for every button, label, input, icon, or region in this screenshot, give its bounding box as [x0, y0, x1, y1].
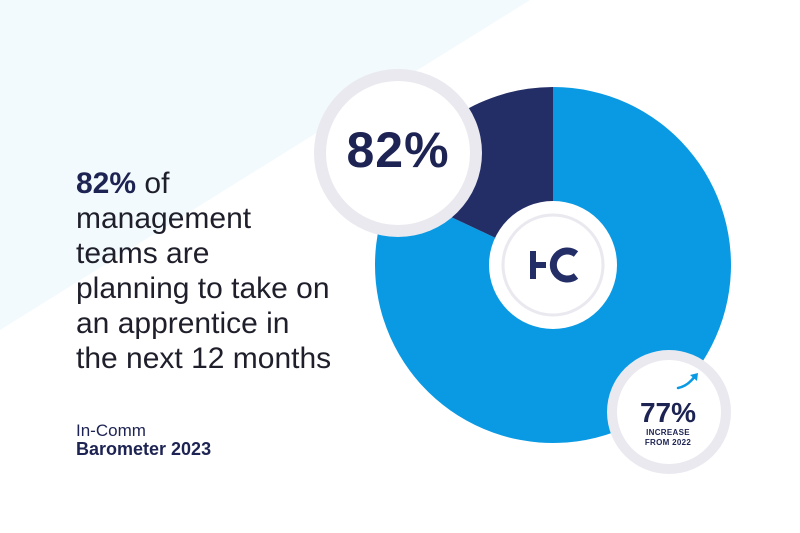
increase-value: 77% — [639, 397, 697, 428]
headline-line-1: of — [144, 167, 170, 200]
brand-signature: In-Comm Barometer 2023 — [76, 421, 212, 459]
headline: 82% of management teams are planning to … — [76, 166, 376, 376]
percent-bubble — [326, 81, 470, 225]
headline-percent: 82% — [76, 167, 137, 200]
trend-up-arrow-icon — [676, 373, 698, 390]
increase-caption-1: INCREASE — [646, 428, 690, 437]
headline-line-2: management — [76, 202, 252, 235]
increase-caption-2: FROM 2022 — [644, 438, 692, 447]
headline-line-4: planning to take on — [76, 272, 330, 305]
increase-badge: 77% INCREASE FROM 2022 — [618, 390, 718, 448]
ic-logo — [530, 247, 579, 283]
headline-line-3: teams are — [76, 237, 210, 270]
big-percent-label: 82% — [346, 122, 450, 178]
brand-line-1: In-Comm — [76, 421, 146, 440]
brand-line-2: Barometer 2023 — [76, 439, 212, 459]
badge-bubble — [617, 360, 721, 464]
headline-line-6: the next 12 months — [76, 342, 332, 375]
headline-line-5: an apprentice in — [76, 307, 290, 340]
